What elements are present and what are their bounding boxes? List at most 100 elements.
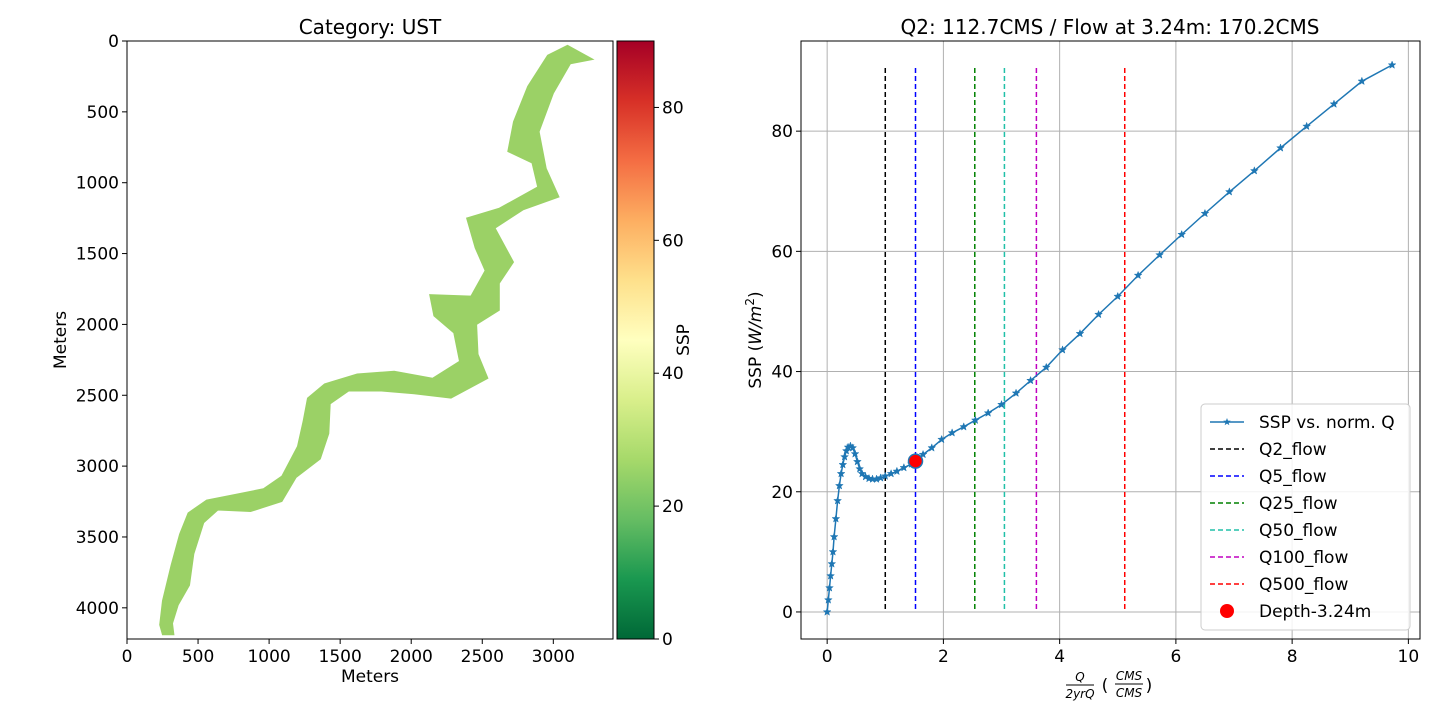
- ssp-series-point: [1094, 309, 1104, 319]
- ssp-series-point: [1177, 229, 1187, 239]
- map-y-tick-label: 4000: [76, 599, 119, 619]
- ssp-series-point: [918, 449, 928, 459]
- map-x-ticks: 0 500 1000 1500 2000 2500 3000: [122, 639, 575, 667]
- line-x-tick-label: 8: [1287, 647, 1298, 667]
- line-chart-frame: [800, 40, 1421, 640]
- line-x-label: Q 2yrQ ( CMS CMS ): [1065, 669, 1152, 701]
- line-x-tick-label: 0: [822, 647, 833, 667]
- x-label-numerator: Q: [1075, 670, 1084, 684]
- ssp-series-point: [892, 466, 902, 476]
- ssp-series-point: [823, 595, 833, 604]
- map-y-tick-label: 0: [108, 32, 119, 52]
- ssp-series-point: [947, 428, 957, 437]
- line-y-label: SSP (W/m2): [743, 291, 766, 388]
- legend: SSP vs. norm. Q Q2_flow Q5_flow Q25_flow Q50…: [1200, 403, 1411, 631]
- colorbar-label: SSP: [674, 324, 694, 356]
- extent-map-panel: Category: UST 0 500 1000 1500 2000 2500 3000 0…: [51, 15, 614, 687]
- colorbar-tick-label: 0: [662, 630, 673, 650]
- map-y-tick-label: 500: [87, 103, 119, 123]
- ssp-series-point: [1357, 76, 1367, 86]
- ssp-series-point: [970, 415, 980, 425]
- ssp-series-point: [1075, 328, 1085, 338]
- legend-vline-label: Q100_flow: [1259, 548, 1348, 568]
- ssp-series-point: [1155, 250, 1165, 259]
- ssp-series-point: [827, 559, 837, 568]
- ssp-series-point: [1200, 208, 1210, 218]
- ssp-series-point: [1302, 121, 1312, 131]
- ssp-series-point: [1387, 60, 1397, 69]
- map-y-tick-label: 2500: [76, 386, 119, 406]
- ssp-series-point: [852, 456, 862, 466]
- map-y-tick-label: 3000: [76, 457, 119, 477]
- map-y-label: Meters: [51, 311, 71, 369]
- x-label-open-paren: (: [1102, 676, 1109, 696]
- map-y-tick-label: 2000: [76, 315, 119, 335]
- map-y-tick-label: 1500: [76, 245, 119, 265]
- ssp-series-point: [840, 452, 850, 461]
- ssp-series-point: [1026, 375, 1036, 385]
- ssp-series-point: [1249, 166, 1259, 175]
- line-x-tick-label: 10: [1398, 647, 1420, 667]
- line-x-tick-label: 2: [938, 647, 949, 667]
- inundation-extent: [159, 44, 595, 636]
- ssp-series-point: [1224, 187, 1234, 196]
- ssp-series-point: [1329, 99, 1339, 108]
- map-x-label: Meters: [341, 667, 399, 687]
- line-y-tick-label: 60: [771, 242, 793, 262]
- map-x-tick-label: 2000: [390, 647, 433, 667]
- colorbar-tick-label: 60: [662, 231, 684, 251]
- ssp-series-point: [836, 469, 846, 478]
- legend-vline-label: Q5_flow: [1259, 467, 1327, 487]
- x-label-unit-denominator: CMS: [1116, 686, 1143, 700]
- line-y-tick-label: 20: [771, 483, 793, 503]
- map-x-tick-label: 0: [122, 647, 133, 667]
- colorbar-tick-label: 80: [662, 98, 684, 118]
- legend-point-swatch: [1220, 604, 1234, 618]
- ssp-series-point: [927, 443, 937, 452]
- map-x-tick-label: 1500: [319, 647, 362, 667]
- ssp-series-point: [937, 434, 947, 444]
- ssp-series-point: [834, 481, 844, 490]
- legend-vline-label: Q50_flow: [1259, 521, 1338, 541]
- legend-series-star: [1223, 418, 1231, 426]
- x-label-unit-numerator: CMS: [1116, 669, 1143, 683]
- map-x-tick-label: 500: [182, 647, 214, 667]
- ssp-series-point: [983, 408, 993, 417]
- line-x-tick-label: 4: [1054, 647, 1065, 667]
- line-x-ticks: 0 2 4 6 8 10: [822, 639, 1419, 667]
- legend-vline-label: Q2_flow: [1259, 440, 1327, 460]
- ssp-series-point: [848, 443, 858, 452]
- ssp-series-line: [826, 64, 1393, 613]
- line-x-tick-label: 6: [1170, 647, 1181, 667]
- x-label-denominator: 2yrQ: [1065, 687, 1094, 701]
- ssp-line-chart: Q2: 112.7CMS / Flow at 3.24m: 170.2CMS 0…: [743, 15, 1421, 701]
- ssp-series-point: [833, 496, 843, 505]
- map-y-tick-label: 1000: [76, 174, 119, 194]
- ssp-series-point: [850, 449, 860, 458]
- ssp-series-point: [886, 469, 896, 478]
- colorbar-tick-label: 20: [662, 497, 684, 517]
- map-x-tick-label: 2500: [461, 647, 504, 667]
- flow-vlines: [884, 68, 1126, 612]
- colorbar-ticks: 0 20 40 60 80: [654, 98, 684, 650]
- legend-series-label: SSP vs. norm. Q: [1259, 413, 1395, 433]
- legend-vline-label: Q500_flow: [1259, 575, 1348, 595]
- map-title: Category: UST: [299, 15, 442, 39]
- x-label-close-paren: ): [1146, 676, 1153, 696]
- ssp-series-point: [1113, 291, 1123, 301]
- legend-point-label: Depth-3.24m: [1259, 602, 1371, 622]
- line-y-ticks: 0 20 40 60 80: [771, 122, 801, 623]
- map-x-tick-label: 3000: [532, 647, 575, 667]
- ssp-series-point: [829, 532, 839, 541]
- map-y-ticks: 0 500 1000 1500 2000 2500 3000 3500 4000: [76, 32, 127, 619]
- colorbar: 0 20 40 60 80 SSP: [616, 40, 694, 650]
- ssp-series-point: [831, 514, 841, 523]
- ssp-series-point: [899, 462, 909, 472]
- legend-box: [1200, 403, 1411, 631]
- ssp-series-point: [959, 422, 969, 431]
- line-chart-title: Q2: 112.7CMS / Flow at 3.24m: 170.2CMS: [901, 15, 1320, 39]
- depth-point-marker: [907, 453, 924, 469]
- ssp-series-point: [822, 607, 832, 616]
- colorbar-gradient: [616, 40, 655, 640]
